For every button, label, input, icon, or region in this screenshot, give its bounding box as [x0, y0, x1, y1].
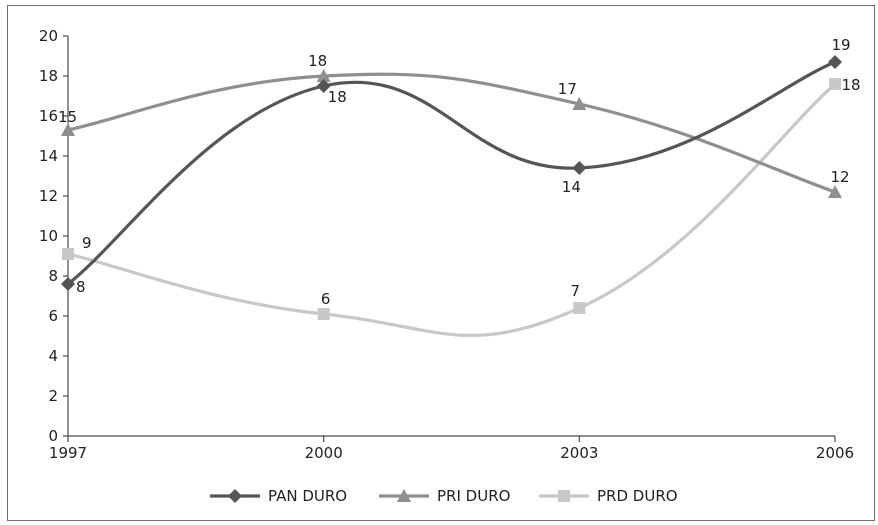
legend-label-pan-duro: PAN DURO [268, 487, 347, 505]
data-label-pri-duro: 12 [830, 168, 849, 186]
data-point-pri-duro [316, 69, 331, 82]
data-point-prd-duro [317, 308, 330, 320]
x-tick-label: 2003 [560, 444, 598, 462]
legend-marker-prd-duro [558, 490, 570, 502]
data-label-pan-duro: 18 [328, 88, 347, 106]
y-tick-label: 18 [39, 67, 58, 85]
data-point-pan-duro [828, 55, 842, 69]
y-tick-label: 0 [48, 427, 58, 445]
y-tick-label: 20 [39, 27, 58, 45]
data-point-prd-duro [573, 302, 586, 314]
x-tick-label: 2000 [305, 444, 343, 462]
data-label-prd-duro: 6 [321, 290, 331, 308]
y-tick-label: 6 [48, 307, 58, 325]
y-tick-label: 4 [48, 347, 58, 365]
data-point-pri-duro [61, 123, 75, 136]
data-point-pri-duro [572, 97, 587, 110]
x-tick-label: 1997 [49, 444, 87, 462]
data-label-prd-duro: 9 [82, 234, 92, 252]
data-point-pan-duro [316, 79, 331, 93]
data-point-pri-duro [828, 185, 842, 198]
series-line-prd-duro [67, 82, 837, 337]
y-tick-label: 2 [48, 387, 58, 405]
data-label-pri-duro: 18 [308, 52, 327, 70]
data-point-pan-duro [61, 277, 75, 291]
x-tick-label: 2006 [816, 444, 854, 462]
chart-frame [7, 5, 875, 521]
legend-marker-pri-duro [397, 489, 411, 502]
data-point-pan-duro [572, 161, 587, 175]
legend-marker-pan-duro [228, 489, 242, 503]
legend-label-prd-duro: PRD DURO [597, 487, 678, 505]
y-tick-label: 14 [39, 147, 58, 165]
y-tick-label: 16 [39, 107, 58, 125]
data-label-pri-duro: 17 [558, 80, 577, 98]
data-label-prd-duro: 18 [841, 76, 860, 94]
series-line-pri-duro [67, 72, 836, 194]
series-line-pan-duro [67, 60, 836, 286]
y-tick-label: 10 [39, 227, 58, 245]
data-label-prd-duro: 7 [571, 282, 581, 300]
y-tick-label: 8 [48, 267, 58, 285]
data-label-pan-duro: 19 [831, 36, 850, 54]
data-label-pan-duro: 14 [562, 178, 581, 196]
y-tick-label: 12 [39, 187, 58, 205]
legend-label-pri-duro: PRI DURO [437, 487, 510, 505]
data-label-pri-duro: 15 [58, 108, 77, 126]
data-point-prd-duro [62, 248, 74, 260]
data-point-prd-duro [829, 78, 841, 90]
data-label-pan-duro: 8 [76, 278, 86, 296]
